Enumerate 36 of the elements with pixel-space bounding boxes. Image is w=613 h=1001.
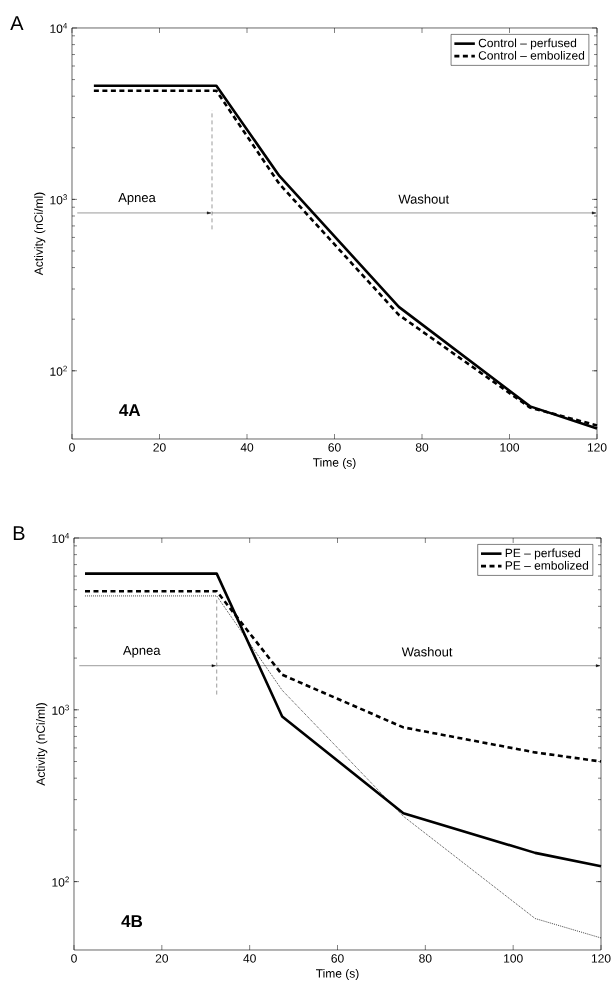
y-tick-label: 10$^{2}$ — [52, 876, 69, 887]
y-tick-label: 10$^{2}$ — [50, 365, 67, 376]
legend-label: PE – embolized — [505, 560, 589, 570]
x-tick-label: 80 — [419, 954, 432, 963]
x-tick-label: 40 — [243, 954, 256, 963]
x-tick-label: 60 — [331, 954, 344, 963]
x-tick-label: 120 — [591, 954, 611, 963]
y-tick-label: 10$^{3}$ — [50, 194, 67, 205]
x-tick-label: 120 — [587, 443, 607, 452]
x-tick-label: 40 — [240, 443, 254, 452]
chart-title: B — [13, 526, 25, 540]
y-axis-title: Activity (nCi/ml) — [34, 192, 46, 276]
x-tick-label: 60 — [328, 443, 341, 452]
legend-label: Control – embolized — [478, 50, 585, 60]
x-tick-label: 0 — [69, 443, 75, 452]
x-tick-label: 100 — [500, 443, 520, 452]
x-tick-label: 20 — [153, 443, 166, 452]
annotation: 4A — [119, 404, 141, 417]
annotation: Apnea — [118, 193, 156, 205]
annotation: Washout — [401, 646, 453, 657]
x-axis-title: Time (s) — [316, 968, 359, 981]
y-axis-title: Activity (nCi/ml) — [36, 703, 48, 786]
x-tick-label: 20 — [155, 954, 169, 963]
chart-title: A — [10, 16, 24, 30]
x-tick-label: 0 — [71, 954, 77, 963]
x-tick-label: 100 — [504, 954, 523, 963]
y-tick-label: 10$^{4}$ — [52, 533, 70, 543]
legend-label: PE – perfused — [505, 548, 581, 560]
annotation: Apnea — [122, 645, 161, 658]
x-axis-title: Time (s) — [313, 457, 356, 470]
y-tick-label: 10$^{4}$ — [50, 23, 68, 33]
legend-label: Control – perfused — [478, 38, 577, 50]
x-tick-label: 80 — [415, 443, 429, 452]
annotation: Washout — [398, 194, 450, 204]
annotation: 4B — [121, 915, 143, 927]
y-tick-label: 10$^{3}$ — [52, 704, 69, 715]
